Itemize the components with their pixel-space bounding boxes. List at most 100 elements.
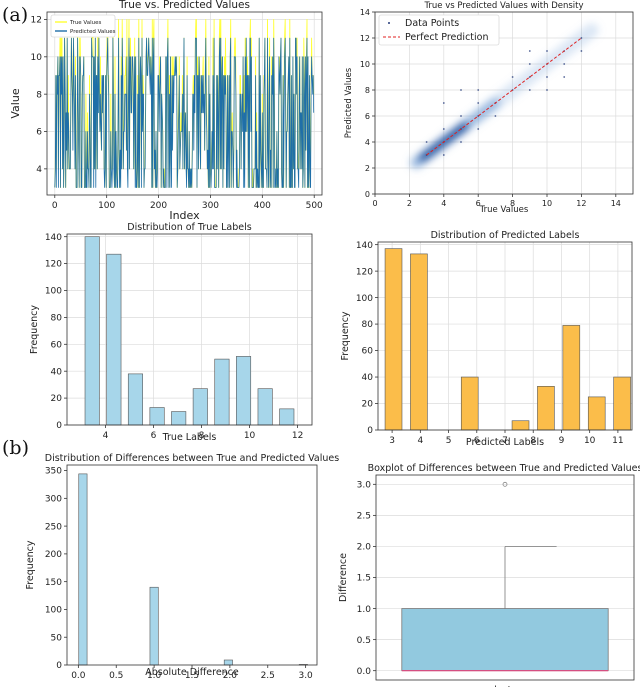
data-point: [546, 89, 548, 91]
histogram-bar: [214, 358, 230, 426]
x-tick-label: 500: [306, 201, 323, 211]
y-tick-label: 80: [51, 314, 63, 324]
x-tick-label: 0.5: [109, 671, 123, 681]
y-tick-label: 0.5: [357, 636, 371, 646]
y-tick-label: 300: [45, 494, 62, 504]
legend-label: Predicted Values: [70, 29, 116, 35]
chart-title: Boxplot of Differences between True and …: [368, 463, 640, 474]
y-tick-label: 200: [45, 550, 62, 560]
data-point: [477, 102, 480, 104]
histogram-bar: [223, 659, 233, 666]
y-tick-label: 60: [51, 340, 63, 350]
y-axis-label: Value: [9, 88, 22, 118]
data-point: [546, 50, 548, 52]
data-point: [546, 76, 548, 78]
histogram-bar: [127, 373, 143, 426]
y-tick-label: 0: [365, 190, 370, 199]
x-tick-label: 9: [559, 436, 565, 446]
y-tick-label: 4: [36, 165, 42, 175]
x-tick-label: 3: [389, 436, 395, 446]
outlier-point: [502, 481, 508, 487]
histogram-bar: [562, 325, 581, 431]
histogram-bar: [460, 376, 479, 431]
histogram-bar: [192, 388, 208, 426]
y-tick-label: 350: [45, 467, 62, 477]
data-point: [528, 89, 531, 91]
histogram-bar: [279, 408, 295, 426]
chart-title: Distribution of Predicted Labels: [431, 230, 580, 241]
y-axis-label: Predicted Values: [344, 67, 354, 138]
y-tick-label: 140: [45, 233, 62, 243]
y-tick-label: 50: [51, 633, 63, 643]
density-scatter-chart: 0 2 4 6 8 10 12 14 0 2 4 6 8 10 12 14 True vs Predicted …: [344, 1, 634, 215]
differences-boxplot: 0.0 0.5 1.0 1.5 2.0 2.5 3.0 Boxplot of Differen…: [338, 463, 640, 687]
perfect-prediction-line: [426, 37, 582, 156]
x-axis-label: cluster: [489, 685, 521, 687]
histogram-bar: [384, 248, 403, 431]
x-tick-label: 400: [254, 201, 271, 211]
legend: Data Points Perfect Prediction: [378, 14, 500, 46]
y-tick-label: 120: [45, 260, 62, 270]
true-vs-predicted-line-chart: 0 100 200 300 400 500 4 6 8 10 12 True vs. Predicte…: [9, 0, 323, 222]
y-tick-label: 140: [356, 241, 373, 251]
x-tick-label: 10: [542, 199, 552, 208]
panel-label-a: (a): [2, 4, 29, 26]
y-tick-label: 100: [45, 606, 62, 616]
y-tick-label: 10: [31, 53, 43, 63]
plot-frame: [66, 233, 313, 426]
x-axis-label: Absolute Difference: [145, 667, 239, 678]
y-tick-label: 12: [360, 34, 370, 43]
y-axis-label: Frequency: [340, 311, 351, 360]
y-tick-label: 8: [365, 86, 370, 95]
data-point: [442, 102, 445, 104]
y-tick-label: 1.5: [357, 574, 371, 584]
y-tick-label: 0: [56, 661, 62, 671]
x-tick-label: 2.0: [223, 671, 238, 681]
x-tick-label: 10: [584, 436, 596, 446]
y-tick-label: 250: [45, 522, 62, 532]
histogram-bar: [257, 388, 273, 426]
data-point: [460, 141, 462, 143]
histogram-bar: [587, 396, 606, 431]
data-point: [511, 76, 514, 78]
x-tick-label: 200: [150, 201, 167, 211]
series-line-predicted-values: [54, 37, 315, 188]
data-point: [477, 89, 480, 91]
y-axis-label: Frequency: [29, 305, 40, 354]
legend-swatch-points: [388, 22, 390, 24]
chart-title: True vs. Predicted Values: [118, 0, 250, 11]
legend-label: Perfect Prediction: [405, 32, 489, 43]
y-tick-label: 120: [356, 267, 373, 277]
x-tick-label: 0: [52, 201, 58, 211]
x-tick-label: 0.0: [71, 671, 86, 681]
x-tick-label: 3.0: [298, 671, 313, 681]
y-tick-label: 1.0: [357, 605, 372, 615]
y-tick-label: 40: [362, 373, 374, 383]
panel-label-b: (b): [2, 437, 29, 459]
y-tick-label: 4: [365, 138, 370, 147]
y-tick-label: 12: [31, 16, 42, 26]
x-tick-label: 6: [476, 199, 481, 208]
x-tick-label: 5: [446, 436, 452, 446]
x-axis-label: Index: [169, 209, 200, 222]
chart-title: Distribution of Differences between True…: [45, 453, 339, 464]
y-tick-label: 0: [56, 421, 62, 431]
data-point: [580, 50, 583, 52]
data-point: [580, 37, 583, 39]
data-point: [528, 63, 531, 65]
x-tick-label: 8: [510, 199, 515, 208]
histogram-bar: [84, 236, 100, 426]
box-iqr: [401, 608, 609, 672]
y-tick-label: 80: [362, 320, 374, 330]
y-tick-label: 60: [362, 347, 374, 357]
x-tick-label: 8: [199, 431, 205, 441]
y-tick-label: 6: [365, 112, 370, 121]
predicted-labels-histogram: 3 4 5 6 7 8 9 10 11 0 20 40 60 80 100 120 140 Distributio…: [340, 230, 633, 448]
y-tick-label: 2.0: [357, 543, 372, 553]
x-tick-label: 11: [612, 436, 623, 446]
data-point: [528, 76, 531, 78]
x-tick-label: 1.5: [185, 671, 199, 681]
x-tick-label: 7: [502, 436, 508, 446]
plot-frame: [46, 11, 323, 196]
